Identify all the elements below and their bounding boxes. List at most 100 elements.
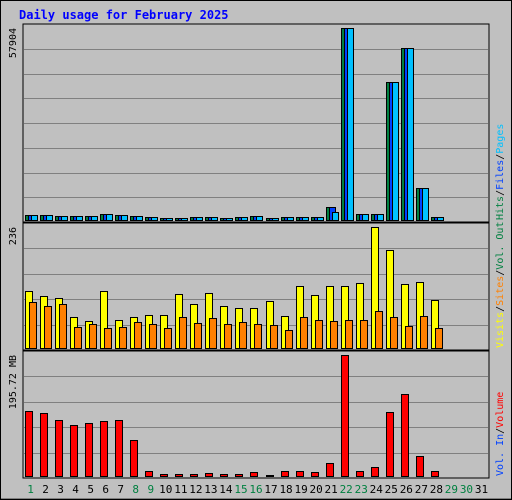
bar-sites-day-5 bbox=[89, 324, 97, 349]
bar-sites-day-11 bbox=[179, 317, 187, 349]
day-label-30: 30 bbox=[460, 483, 473, 496]
day-label-2: 2 bbox=[42, 483, 49, 496]
chart-title: Daily usage for February 2025 bbox=[19, 8, 229, 22]
bar-pages-day-11 bbox=[181, 218, 188, 221]
bar-volume-day-8 bbox=[130, 440, 138, 477]
y-max-label: 236 bbox=[8, 227, 19, 245]
day-label-25: 25 bbox=[385, 483, 398, 496]
bar-pages-day-25 bbox=[392, 82, 399, 221]
bar-pages-day-20 bbox=[317, 217, 324, 221]
day-label-10: 10 bbox=[159, 483, 172, 496]
bar-sites-day-8 bbox=[134, 322, 142, 349]
day-label-23: 23 bbox=[355, 483, 368, 496]
bar-pages-day-27 bbox=[422, 188, 429, 221]
bar-volume-day-13 bbox=[205, 473, 213, 477]
bar-volume-day-5 bbox=[85, 423, 93, 477]
legend-separator: / bbox=[495, 428, 506, 434]
bar-volume-day-26 bbox=[401, 394, 409, 477]
bar-sites-day-17 bbox=[270, 325, 278, 349]
bar-pages-day-23 bbox=[362, 214, 369, 221]
panel-2: 236 Visits/Sites/Vol. Out bbox=[8, 222, 506, 351]
bar-volume-day-28 bbox=[431, 471, 439, 477]
bar-volume-day-25 bbox=[386, 412, 394, 477]
series-sites bbox=[29, 302, 443, 349]
day-label-28: 28 bbox=[430, 483, 443, 496]
series-volume bbox=[25, 355, 439, 477]
bar-sites-day-6 bbox=[104, 328, 112, 349]
bar-sites-day-16 bbox=[254, 324, 262, 349]
bar-pages-day-8 bbox=[136, 216, 143, 221]
bar-pages-day-5 bbox=[91, 216, 98, 221]
day-label-13: 13 bbox=[204, 483, 217, 496]
bar-volume-day-7 bbox=[115, 420, 123, 477]
panels: 57904 Hits/Files/Pages 236 Visits/Sites/Vol… bbox=[8, 23, 506, 479]
bar-volume-day-23 bbox=[356, 471, 364, 477]
series-pages bbox=[31, 28, 444, 221]
bar-sites-day-13 bbox=[209, 318, 217, 349]
bar-pages-day-6 bbox=[106, 214, 113, 221]
bar-pages-day-18 bbox=[287, 217, 294, 221]
day-label-19: 19 bbox=[294, 483, 307, 496]
bar-pages-day-7 bbox=[121, 215, 128, 221]
y-max-label: 57904 bbox=[8, 28, 19, 58]
day-label-29: 29 bbox=[445, 483, 458, 496]
bar-sites-day-26 bbox=[405, 326, 413, 349]
bar-pages-day-24 bbox=[377, 214, 384, 221]
bar-sites-day-12 bbox=[194, 323, 202, 349]
day-label-11: 11 bbox=[174, 483, 187, 496]
bar-volume-day-18 bbox=[281, 471, 289, 477]
bar-volume-day-10 bbox=[160, 474, 168, 477]
legend-separator: / bbox=[495, 154, 506, 160]
day-label-1: 1 bbox=[27, 483, 34, 496]
legend-item-files: Files bbox=[495, 160, 506, 190]
day-label-26: 26 bbox=[400, 483, 413, 496]
day-label-6: 6 bbox=[102, 483, 109, 496]
bar-volume-day-3 bbox=[55, 420, 63, 477]
bar-volume-day-15 bbox=[235, 474, 243, 477]
bar-volume-day-11 bbox=[175, 474, 183, 477]
bar-pages-day-10 bbox=[166, 218, 173, 221]
bar-sites-day-18 bbox=[285, 330, 293, 349]
day-label-21: 21 bbox=[325, 483, 338, 496]
bar-pages-day-21 bbox=[332, 212, 339, 221]
bar-volume-day-24 bbox=[371, 467, 379, 477]
day-label-27: 27 bbox=[415, 483, 428, 496]
legend-separator: / bbox=[495, 306, 506, 312]
day-label-20: 20 bbox=[310, 483, 323, 496]
panel-legend: Vol. In/Volume bbox=[495, 392, 506, 476]
bar-sites-day-19 bbox=[300, 317, 308, 349]
bar-sites-day-23 bbox=[360, 320, 368, 349]
bar-pages-day-13 bbox=[211, 217, 218, 221]
bar-volume-day-1 bbox=[25, 411, 33, 477]
bar-pages-day-3 bbox=[61, 216, 68, 221]
legend-item-volume: Volume bbox=[495, 392, 506, 428]
day-label-9: 9 bbox=[147, 483, 154, 496]
bar-pages-day-16 bbox=[256, 216, 263, 221]
day-label-3: 3 bbox=[57, 483, 64, 496]
panel-3: 195.72 MB Vol. In/Volume bbox=[8, 350, 506, 479]
bar-pages-day-28 bbox=[437, 217, 444, 221]
bar-volume-day-9 bbox=[145, 471, 153, 477]
day-label-24: 24 bbox=[370, 483, 384, 496]
legend-item-visits: Visits bbox=[495, 312, 506, 348]
bar-sites-day-14 bbox=[224, 324, 232, 349]
day-label-16: 16 bbox=[249, 483, 262, 496]
day-label-17: 17 bbox=[264, 483, 277, 496]
bar-sites-day-27 bbox=[420, 316, 428, 349]
panel-legend: Visits/Sites/Vol. Out bbox=[495, 222, 506, 348]
bar-sites-day-15 bbox=[239, 322, 247, 349]
day-label-7: 7 bbox=[117, 483, 124, 496]
legend-item-vol-in: Vol. In bbox=[495, 434, 506, 476]
bar-volume-day-14 bbox=[220, 474, 228, 477]
panel-1: 57904 Hits/Files/Pages bbox=[8, 23, 506, 223]
day-label-14: 14 bbox=[219, 483, 233, 496]
bar-sites-day-10 bbox=[164, 328, 172, 349]
bar-sites-day-7 bbox=[119, 327, 127, 349]
panel-legend: Hits/Files/Pages bbox=[495, 124, 506, 220]
bar-volume-day-20 bbox=[311, 472, 319, 477]
bar-pages-day-12 bbox=[196, 217, 203, 221]
day-label-15: 15 bbox=[234, 483, 247, 496]
bar-volume-day-2 bbox=[40, 413, 48, 477]
day-label-4: 4 bbox=[72, 483, 79, 496]
